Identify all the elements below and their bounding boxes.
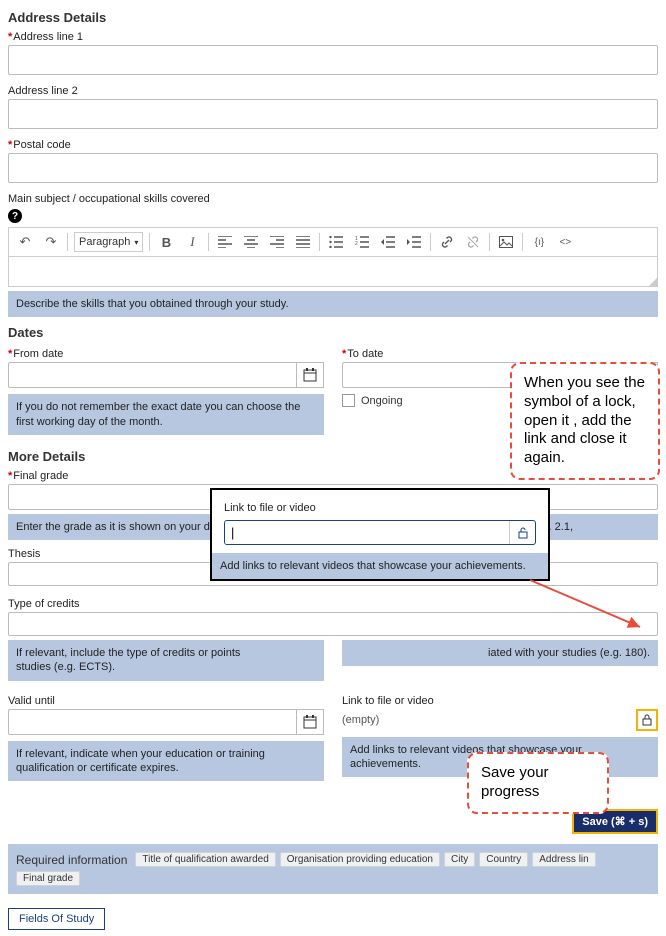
link-icon[interactable]: [437, 232, 457, 252]
outdent-icon[interactable]: [378, 232, 398, 252]
align-right-icon[interactable]: [267, 232, 287, 252]
paragraph-select-label: Paragraph: [79, 236, 130, 248]
skills-label: Main subject / occupational skills cover…: [8, 193, 658, 205]
image-icon[interactable]: [496, 232, 516, 252]
unlink-icon[interactable]: [463, 232, 483, 252]
postal-code-input[interactable]: [8, 153, 658, 183]
address-line1-label: Address line 1: [8, 31, 658, 43]
address-line1-input[interactable]: [8, 45, 658, 75]
link-empty-text: (empty): [342, 714, 379, 726]
address-line2-label: Address line 2: [8, 85, 658, 97]
required-tag: Organisation providing education: [280, 852, 440, 867]
required-tag: Final grade: [16, 871, 80, 886]
valid-until-hint: If relevant, indicate when your educatio…: [8, 741, 324, 782]
ongoing-label: Ongoing: [361, 395, 403, 407]
from-date-label: From date: [8, 348, 324, 360]
variable-icon[interactable]: {ı}: [529, 232, 549, 252]
align-center-icon[interactable]: [241, 232, 261, 252]
callout-lock: When you see the symbol of a lock, open …: [510, 362, 660, 480]
redo-icon[interactable]: ↷: [41, 232, 61, 252]
link-dialog-title: Link to file or video: [224, 502, 536, 514]
italic-icon[interactable]: I: [182, 232, 202, 252]
lock-icon[interactable]: [636, 709, 658, 731]
link-dialog-hint: Add links to relevant videos that showca…: [212, 553, 548, 579]
indent-icon[interactable]: [404, 232, 424, 252]
skills-hint: Describe the skills that you obtained th…: [8, 291, 658, 317]
address-line2-input[interactable]: [8, 99, 658, 129]
link-dialog-input[interactable]: [225, 521, 509, 544]
source-icon[interactable]: <>: [555, 232, 575, 252]
undo-icon[interactable]: ↶: [15, 232, 35, 252]
required-tag: Country: [479, 852, 528, 867]
section-dates-title: Dates: [8, 325, 658, 340]
valid-until-picker-icon[interactable]: [296, 709, 324, 735]
required-tag: Title of qualification awarded: [135, 852, 275, 867]
required-tag: City: [444, 852, 475, 867]
bullet-list-icon[interactable]: [326, 232, 346, 252]
required-tag: Address lin: [532, 852, 595, 867]
credits-hint-left: If relevant, include the type of credits…: [8, 640, 324, 681]
fields-of-study-button[interactable]: Fields Of Study: [8, 908, 105, 930]
ongoing-checkbox[interactable]: [342, 394, 355, 407]
align-justify-icon[interactable]: [293, 232, 313, 252]
link-dialog: Link to file or video Add links to relev…: [210, 488, 550, 581]
svg-text:2: 2: [355, 241, 358, 247]
from-date-picker-icon[interactable]: [296, 362, 324, 388]
credits-label: Type of credits: [8, 598, 658, 610]
valid-until-input[interactable]: [8, 709, 296, 735]
align-left-icon[interactable]: [215, 232, 235, 252]
editor-body[interactable]: [8, 257, 658, 287]
editor-toolbar: ↶ ↷ Paragraph ▾ B I 12: [8, 227, 658, 257]
bold-icon[interactable]: B: [156, 232, 176, 252]
postal-code-label: Postal code: [8, 139, 658, 151]
required-info-box: Required information Title of qualificat…: [8, 844, 658, 894]
numbered-list-icon[interactable]: 12: [352, 232, 372, 252]
from-date-input[interactable]: [8, 362, 296, 388]
callout-save: Save your progress: [467, 752, 609, 814]
chevron-down-icon: ▾: [134, 238, 138, 247]
link-field-label: Link to file or video: [342, 695, 658, 707]
paragraph-select[interactable]: Paragraph ▾: [74, 232, 143, 252]
valid-until-label: Valid until: [8, 695, 324, 707]
to-date-label: To date: [342, 348, 658, 360]
from-date-hint: If you do not remember the exact date yo…: [8, 394, 324, 435]
section-address-title: Address Details: [8, 10, 658, 25]
required-info-title: Required information: [16, 853, 127, 867]
credits-input[interactable]: [8, 612, 658, 636]
credits-hint-right: iated with your studies (e.g. 180).: [342, 640, 658, 666]
help-icon[interactable]: ?: [8, 209, 22, 223]
unlock-icon[interactable]: [509, 521, 535, 544]
